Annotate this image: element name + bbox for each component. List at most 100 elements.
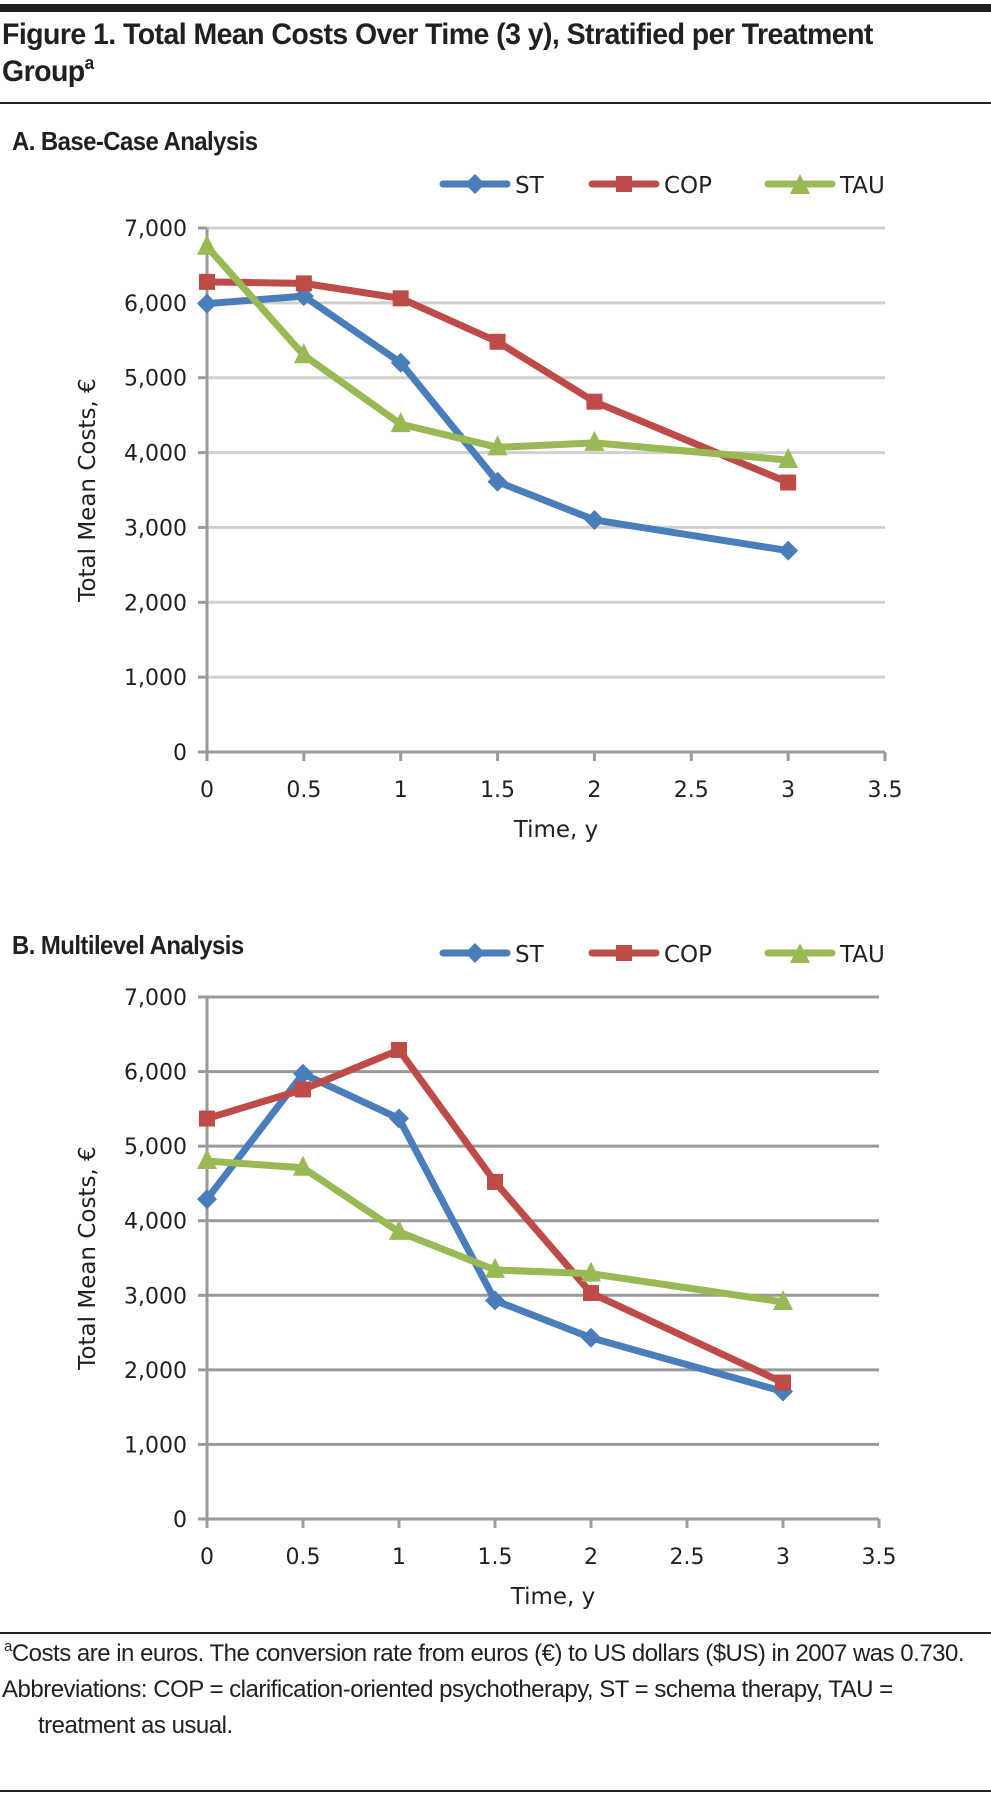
x-tick-label: 0.5: [286, 778, 321, 803]
legend-label-st: ST: [515, 942, 545, 968]
data-point-st: [584, 509, 605, 530]
y-tick-label: 1,000: [124, 1433, 187, 1458]
x-axis-title: Time, y: [510, 1584, 596, 1610]
data-point-cop: [489, 333, 506, 350]
legend-label-cop: COP: [664, 942, 712, 968]
y-tick-label: 1,000: [124, 666, 187, 691]
footnote-costs: aCosts are in euros. The conversion rate…: [2, 1636, 987, 1672]
data-point-cop: [199, 273, 215, 290]
y-tick-label: 4,000: [124, 1210, 187, 1235]
x-tick-label: 2.5: [670, 1545, 705, 1570]
y-tick-label: 6,000: [124, 1061, 187, 1086]
x-tick-label: 3: [781, 778, 795, 803]
y-tick-label: 4,000: [124, 442, 187, 467]
legend-marker-cop: [616, 945, 632, 961]
data-point-st: [581, 1327, 601, 1348]
legend-marker-cop: [616, 176, 632, 192]
legend-label-tau: TAU: [839, 942, 885, 968]
title-footnote-marker: a: [84, 53, 95, 73]
y-tick-label: 0: [173, 741, 187, 766]
footnote-rule: [0, 1632, 991, 1634]
data-point-tau: [581, 1261, 601, 1282]
legend-marker-tau: [790, 943, 810, 963]
data-point-tau: [773, 1289, 793, 1310]
series-line-cop: [205, 1046, 785, 1386]
data-point-st: [487, 471, 508, 492]
x-tick-label: 0.5: [286, 1545, 321, 1570]
top-rule: [0, 4, 991, 12]
footnote-marker: a: [4, 1638, 12, 1655]
x-tick-label: 2: [584, 1545, 598, 1570]
y-tick-label: 3,000: [124, 1284, 187, 1309]
y-tick-label: 6,000: [124, 292, 187, 317]
footnote-costs-text: Costs are in euros. The conversion rate …: [11, 1640, 965, 1667]
x-tick-label: 0: [200, 1545, 214, 1570]
data-point-cop: [391, 1041, 407, 1058]
data-point-st: [197, 293, 217, 314]
y-tick-label: 5,000: [124, 1135, 187, 1160]
y-tick-label: 5,000: [124, 367, 187, 392]
data-point-cop: [295, 275, 312, 292]
legend-marker-st: [465, 174, 485, 194]
chart-b-multilevel: 0 1,000 2,000 3,000 4,000 5,000 6,000 7,000 0 0.5…: [75, 942, 897, 1610]
series-line-tau: [206, 1157, 784, 1306]
series-line-st: [206, 292, 789, 555]
data-point-cop: [780, 474, 797, 491]
legend-label-cop: COP: [664, 173, 712, 199]
panel-b-title: B. Multilevel Analysis: [12, 930, 244, 960]
data-point-cop: [775, 1374, 791, 1391]
data-point-st: [389, 1108, 409, 1129]
series-line-tau: [204, 244, 789, 464]
data-point-cop: [586, 393, 603, 410]
figure-title: Figure 1. Total Mean Costs Over Time (3 …: [2, 16, 928, 90]
data-point-tau: [390, 412, 411, 433]
data-point-st: [485, 1290, 505, 1311]
y-tick-label: 0: [173, 1508, 187, 1533]
panel-a-title: A. Base-Case Analysis: [12, 126, 258, 156]
data-point-tau: [197, 234, 217, 255]
y-tick-label: 7,000: [124, 217, 187, 242]
y-axis-title: Total Mean Costs, €: [75, 1146, 101, 1370]
y-axis-title: Total Mean Costs, €: [75, 378, 101, 602]
footnote-abbreviations: Abbreviations: COP = clarification-orien…: [2, 1676, 893, 1739]
data-point-cop: [583, 1285, 599, 1302]
data-point-tau: [485, 1257, 505, 1278]
x-tick-label: 2.5: [674, 778, 709, 803]
y-tick-label: 7,000: [124, 986, 187, 1011]
y-tick-label: 2,000: [124, 1359, 187, 1384]
x-tick-label: 1: [392, 1545, 406, 1570]
data-point-tau: [389, 1219, 409, 1240]
data-point-cop: [199, 1110, 215, 1127]
data-point-tau: [778, 448, 799, 469]
y-tick-label: 3,000: [124, 516, 187, 541]
data-point-tau: [584, 430, 605, 451]
chart-a-base-case: 0 1,000 2,000 3,000 4,000 5,000 6,000 7,000 0 0.5…: [75, 173, 903, 843]
series-line-cop: [206, 278, 790, 486]
x-axis-title: Time, y: [513, 817, 599, 843]
data-point-cop: [487, 1173, 503, 1190]
data-point-tau: [293, 343, 314, 364]
title-rule: [0, 102, 991, 104]
legend-marker-st: [465, 943, 485, 963]
data-point-cop: [392, 290, 409, 307]
legend-label-st: ST: [515, 173, 545, 199]
x-tick-label: 3.5: [862, 1545, 897, 1570]
y-tick-label: 2,000: [124, 591, 187, 616]
footnotes: aCosts are in euros. The conversion rate…: [2, 1636, 987, 1744]
legend-label-tau: TAU: [839, 173, 885, 199]
data-point-cop: [295, 1081, 311, 1098]
data-point-st: [293, 1063, 313, 1084]
x-tick-label: 1.5: [480, 778, 515, 803]
data-point-st: [197, 1189, 217, 1210]
data-point-st: [293, 286, 314, 307]
x-tick-label: 3: [776, 1545, 790, 1570]
data-point-st: [390, 352, 411, 373]
bottom-rule: [0, 1790, 991, 1792]
x-tick-label: 3.5: [868, 778, 903, 803]
data-point-tau: [293, 1155, 313, 1176]
x-tick-label: 1: [394, 778, 408, 803]
data-point-tau: [487, 435, 508, 456]
legend-marker-tau: [790, 174, 810, 194]
figure-title-text: Figure 1. Total Mean Costs Over Time (3 …: [2, 18, 873, 88]
x-tick-label: 2: [587, 778, 601, 803]
